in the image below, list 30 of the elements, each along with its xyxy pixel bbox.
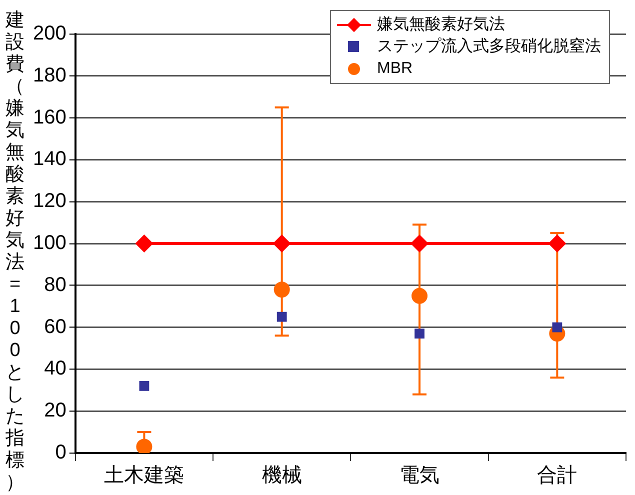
y-tick-label: 100 [32,232,66,254]
y-tick-label: 180 [32,64,66,86]
y-tick-label: 0 [55,442,66,464]
y-tick-label: 80 [44,274,66,296]
x-tick-label: 土木建築 [104,464,184,487]
y-tick-label: 140 [32,148,66,170]
x-tick-label: 電気 [400,464,440,487]
y-tick-label: 60 [44,316,66,338]
point [410,234,429,252]
point [548,234,566,252]
y-tick-label: 20 [44,400,66,422]
text: 建設費（嫌気無酸素好気法=100とした指標） [6,10,24,493]
y-tick-label: 160 [32,106,66,128]
point [139,381,150,391]
x-tick-label: 機械 [262,464,302,487]
point [135,234,154,252]
y-tick-label: 200 [32,22,66,45]
point [272,234,291,252]
x-tick-label: 合計 [537,464,578,487]
point [274,282,290,298]
point [552,322,562,332]
legend-label: ステップ流入式多段硝化脱窒法 [377,36,601,57]
legend-label: 嫌気無酸素好気法 [377,14,505,35]
legend-label: MBR [377,59,413,79]
point [414,328,424,339]
point [276,312,287,322]
point [412,288,428,304]
y-tick-label: 40 [44,358,66,380]
y-tick-label: 120 [32,190,66,212]
point [136,438,152,453]
